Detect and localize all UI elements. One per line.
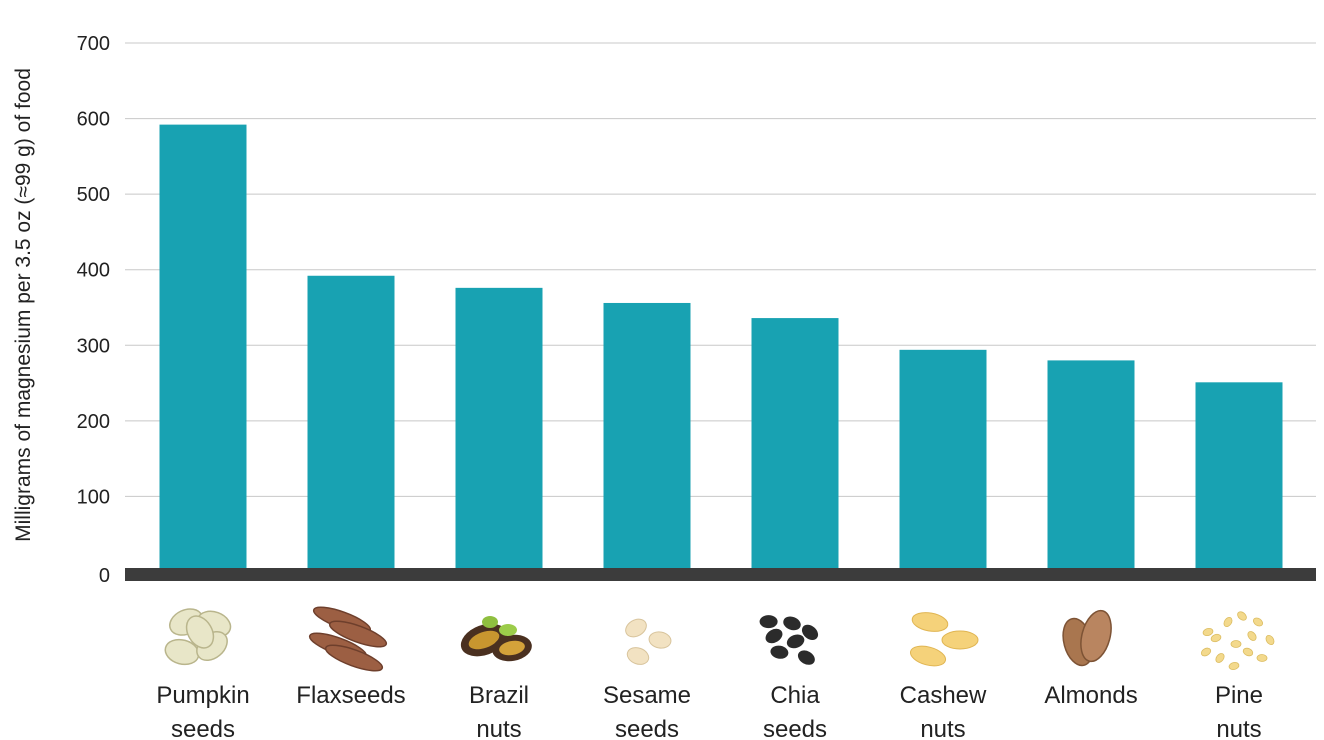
category-icons [164,606,1275,672]
y-axis-ticks: 0 100 200 300 400 500 600 700 [77,33,110,587]
x-category-label: Chia seeds [763,682,827,740]
x-category-label: Almonds [1044,682,1137,709]
bar [1195,382,1283,572]
y-tick-label: 500 [77,184,110,206]
sesame-seeds-icon [625,618,672,665]
y-tick-label: 700 [77,33,110,55]
y-tick-label: 300 [77,335,110,357]
x-axis-baseline [125,568,1316,581]
gridlines [125,42,1316,497]
x-category-label: Flaxseeds [296,682,405,709]
almonds-icon [1062,609,1112,667]
brazil-nuts-icon [460,616,532,662]
x-category-label: Brazil nuts [469,682,529,740]
y-tick-label: 600 [77,109,110,131]
y-tick-label: 100 [77,486,110,508]
bar [1047,360,1135,572]
flaxseeds-icon [308,606,388,672]
pine-nuts-icon [1200,611,1275,671]
bar [899,349,987,572]
y-axis-label: Milligrams of magnesium per 3.5 oz (≈99 … [12,68,35,542]
x-category-label: Pumpkin seeds [156,682,249,740]
bars [159,124,1283,573]
bar [603,302,691,572]
bar [159,124,247,573]
bar [455,287,543,572]
x-category-label: Cashew nuts [900,682,987,740]
x-axis-category-labels: Pumpkin seeds Flaxseeds Brazil nuts Sesame see… [156,682,1263,740]
chia-seeds-icon [759,615,819,665]
y-tick-label: 0 [99,565,110,587]
bar [307,275,395,572]
x-category-label: Pine nuts [1215,682,1263,740]
y-tick-label: 400 [77,260,110,282]
bar [751,318,839,572]
y-tick-label: 200 [77,411,110,433]
pumpkin-seeds-icon [164,608,232,666]
cashew-nuts-icon [909,612,979,667]
x-category-label: Sesame seeds [603,682,691,740]
